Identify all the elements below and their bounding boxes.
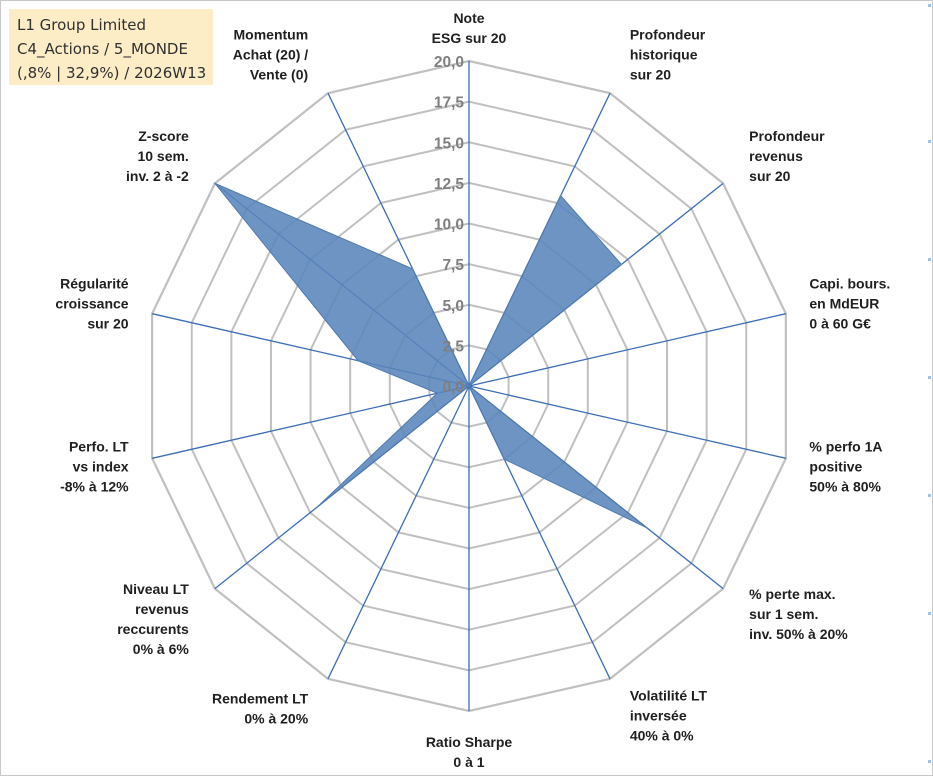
tick-label: 17,5 (434, 95, 465, 112)
data-point (559, 194, 562, 197)
axis-label: Rendement LT (212, 690, 309, 706)
axis-label: 50% à 80% (809, 479, 881, 495)
axis-label: en MdEUR (809, 295, 879, 311)
data-point (411, 268, 414, 270)
axis-label: revenus (749, 148, 803, 164)
axis-label: positive (809, 459, 862, 475)
axis-spoke (468, 313, 786, 387)
axis-label: croissance (55, 295, 128, 311)
axis-label: % perfo 1A (809, 439, 882, 455)
tick-label: 15,0 (434, 135, 464, 152)
tick-label: 12,5 (434, 176, 465, 193)
axis-label: 0 à 60 G€ (809, 315, 871, 331)
axis-label: Note (453, 10, 484, 26)
axis-label: reccurents (117, 621, 189, 637)
data-point (620, 263, 623, 266)
axis-label: Régularité (60, 275, 129, 291)
axis-label: 0% à 20% (244, 710, 308, 726)
area-layer (214, 182, 648, 529)
period-stats: (,8% | 32,9%) / 2026W13 (17, 64, 207, 82)
axis-spoke (468, 385, 786, 459)
axis-label: inv. 50% à 20% (749, 626, 848, 642)
axis-label: % perte max. (749, 586, 835, 602)
axis-label: 0% à 6% (133, 641, 190, 657)
tick-label: 10,0 (434, 217, 464, 234)
axis-label: Niveau LT (123, 581, 189, 597)
axis-label: ESG sur 20 (432, 30, 507, 46)
axis-label: sur 20 (749, 168, 790, 184)
axis-label: Profondeur (749, 128, 825, 144)
axis-label: Capi. bours. (809, 275, 890, 291)
data-point (646, 527, 648, 529)
data-point (214, 182, 216, 185)
axis-label: sur 1 sem. (749, 606, 818, 622)
axis-label: Z-score (138, 128, 189, 144)
axis-label-layer: Note ESG sur 20 Profondeur historique sur 20… (55, 10, 890, 770)
tick-label: 5,0 (442, 298, 464, 315)
axis-label: Profondeur (630, 26, 706, 42)
axis-label: -8% à 12% (60, 479, 129, 495)
company-name: L1 Group Limited (17, 16, 147, 34)
axis-label: Perfo. LT (69, 439, 129, 455)
data-point (436, 392, 439, 395)
axis-label: sur 20 (87, 315, 128, 331)
data-point (503, 458, 506, 461)
axis-spoke (152, 385, 470, 459)
series-area (214, 182, 648, 529)
axis-label: 10 sem. (137, 148, 188, 164)
data-point (357, 359, 359, 362)
tick-label: 7,5 (442, 257, 464, 274)
data-point (468, 385, 470, 387)
axis-label: Vente (0) (250, 66, 308, 82)
axis-label: historique (630, 46, 698, 62)
tick-label: 0,0 (442, 379, 464, 396)
data-point (315, 506, 318, 509)
axis-label: sur 20 (630, 66, 671, 82)
info-box: L1 Group Limited C4_Actions / 5_MONDE (,… (9, 9, 213, 85)
axis-label: Achat (20) / (233, 46, 309, 62)
axis-label: inversée (630, 708, 687, 724)
axis-label: inv. 2 à -2 (126, 168, 189, 184)
axis-label: revenus (135, 601, 189, 617)
axis-label: Momentum (234, 26, 309, 42)
axis-label: Ratio Sharpe (426, 734, 513, 750)
tick-label: 2,5 (442, 338, 464, 355)
axis-label: 40% à 0% (630, 728, 694, 744)
tick-label: 20,0 (434, 54, 464, 71)
axis-spoke (327, 385, 470, 680)
axis-label: 0 à 1 (453, 754, 484, 770)
category-path: C4_Actions / 5_MONDE (17, 40, 188, 58)
axis-label: vs index (73, 459, 129, 475)
axis-label: Volatilité LT (630, 688, 708, 704)
tick-layer: 0,0 2,5 5,0 7,5 10,0 12,5 15,0 17,5 20,0 (434, 54, 465, 396)
